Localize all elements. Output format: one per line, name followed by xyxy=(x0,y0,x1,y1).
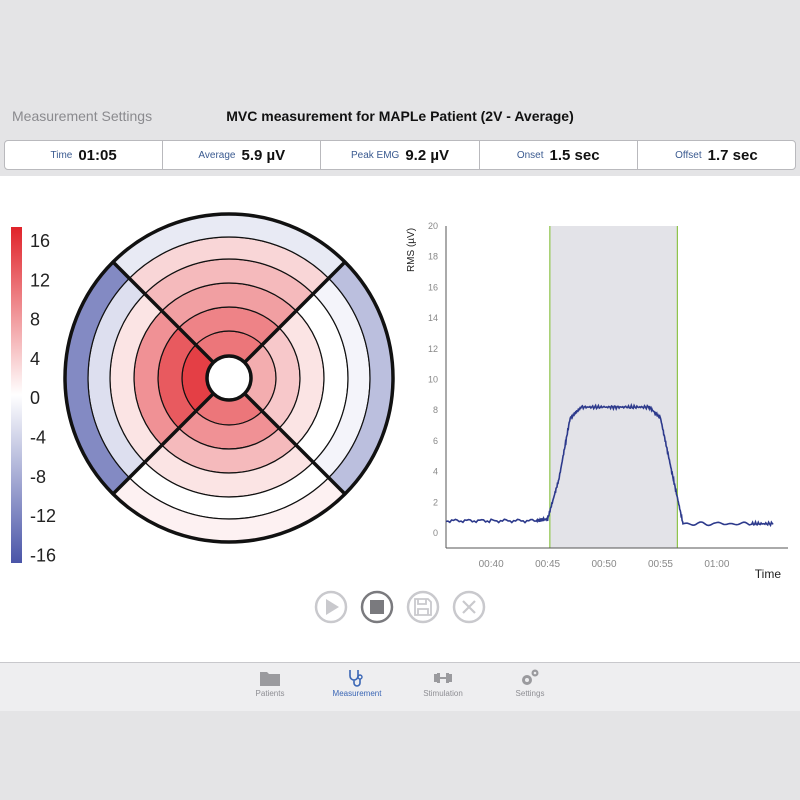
colorbar-tick-label: 16 xyxy=(30,231,50,251)
bullseye-center xyxy=(205,354,253,402)
colorbar-tick-label: -12 xyxy=(30,506,56,526)
stat-offset: Offset 1.7 sec xyxy=(638,141,795,169)
tab-patients[interactable]: Patients xyxy=(230,669,310,698)
close-icon-glyph xyxy=(462,600,476,614)
close-icon xyxy=(452,590,486,624)
stat-label: Average xyxy=(198,149,236,161)
stat-label: Peak EMG xyxy=(350,149,400,161)
measurement-canvas: 16 12 8 4 0 -4 -8 -12 -16 0 2 4 6 8 10 12 14 16 18 20 00:4… xyxy=(11,212,788,624)
tab-label: Settings xyxy=(515,689,545,698)
x-tick-label: 00:45 xyxy=(535,559,560,570)
y-tick-label: 18 xyxy=(428,252,438,262)
rms-series-line xyxy=(446,402,774,528)
gears-icon xyxy=(522,669,539,685)
play-icon xyxy=(314,590,348,624)
stop-icon xyxy=(360,590,394,624)
x-axis-label: Time xyxy=(755,567,782,581)
onset-offset-region xyxy=(549,226,678,548)
y-tick-label: 8 xyxy=(433,405,438,415)
stop-icon-glyph xyxy=(370,600,384,614)
measurement-content: 16 12 8 4 0 -4 -8 -12 -16 0 2 4 6 8 10 12 14 16 18 20 00:4… xyxy=(0,176,800,662)
y-tick-label: 10 xyxy=(428,375,438,385)
save-icon xyxy=(406,590,440,624)
page-title: MVC measurement for MAPLe Patient (2V - … xyxy=(226,108,574,124)
tab-settings[interactable]: Settings xyxy=(490,669,570,698)
colorbar-tick-label: 0 xyxy=(30,388,40,408)
bullseye-divider xyxy=(243,392,347,496)
stop-button[interactable] xyxy=(360,590,394,624)
navigation-bar: Measurement Settings MVC measurement for… xyxy=(0,0,800,140)
stat-value: 9.2 µV xyxy=(405,146,450,164)
colorbar-tick-label: 8 xyxy=(30,310,40,330)
dumbbell-icon xyxy=(434,673,452,683)
stat-onset: Onset 1.5 sec xyxy=(480,141,638,169)
y-tick-label: 20 xyxy=(428,221,438,231)
bullseye-divider xyxy=(243,260,347,364)
tab-label: Patients xyxy=(255,689,285,698)
play-icon-glyph xyxy=(326,599,339,615)
stats-bar: Time 01:05 Average 5.9 µV Peak EMG 9.2 µ… xyxy=(4,140,796,170)
rms-chart: 0 2 4 6 8 10 12 14 16 18 20 00:40 00:45 00:50 00:55 01… xyxy=(406,221,788,581)
stat-value: 01:05 xyxy=(78,146,117,164)
y-tick-label: 16 xyxy=(428,282,438,292)
tab-stimulation[interactable]: Stimulation xyxy=(403,669,483,698)
colorbar-tick-label: -8 xyxy=(30,467,46,487)
back-to-measurement-settings[interactable]: Measurement Settings xyxy=(12,108,153,124)
colorbar-tick-label: -4 xyxy=(30,428,46,448)
stat-value: 5.9 µV xyxy=(241,146,286,164)
stat-label: Onset xyxy=(516,149,544,161)
stat-value: 1.7 sec xyxy=(707,146,758,164)
colorbar-tick-label: 4 xyxy=(30,349,40,369)
x-tick-label: 01:00 xyxy=(704,559,729,570)
stat-label: Offset xyxy=(675,149,702,161)
playback-controls xyxy=(314,590,486,624)
colorbar-gradient xyxy=(11,227,22,563)
tab-label: Measurement xyxy=(332,689,382,698)
y-tick-label: 0 xyxy=(433,528,438,538)
stethoscope-icon xyxy=(349,670,363,687)
colorbar-tick-label: -16 xyxy=(30,545,56,565)
y-axis-label: RMS (µV) xyxy=(406,228,417,272)
colorbar-tick-label: 12 xyxy=(30,270,50,290)
bullseye-outer-ring xyxy=(63,212,395,544)
stat-label: Time xyxy=(50,149,73,161)
tab-label: Stimulation xyxy=(423,689,463,698)
x-tick-label: 00:40 xyxy=(479,559,504,570)
folder-icon xyxy=(260,672,280,686)
stat-value: 1.5 sec xyxy=(549,146,600,164)
x-tick-label: 00:50 xyxy=(592,559,617,570)
y-tick-label: 2 xyxy=(433,497,438,507)
play-button[interactable] xyxy=(314,590,348,624)
save-button[interactable] xyxy=(406,590,440,624)
discard-button[interactable] xyxy=(452,590,486,624)
tab-measurement[interactable]: Measurement xyxy=(317,669,397,698)
colorbar: 16 12 8 4 0 -4 -8 -12 -16 xyxy=(11,227,56,565)
stat-average: Average 5.9 µV xyxy=(163,141,322,169)
bullseye-divider xyxy=(111,260,215,364)
y-tick-label: 6 xyxy=(433,436,438,446)
tab-bar: Patients Measurement Stimulation Setting… xyxy=(0,662,800,711)
x-tick-label: 00:55 xyxy=(648,559,673,570)
y-tick-label: 14 xyxy=(428,313,438,323)
bullseye-divider xyxy=(111,392,215,496)
stat-time: Time 01:05 xyxy=(5,141,164,169)
stat-peak-emg: Peak EMG 9.2 µV xyxy=(321,141,480,169)
y-tick-label: 12 xyxy=(428,344,438,354)
bullseye-heatmap xyxy=(63,212,395,544)
save-icon-glyph xyxy=(414,598,432,616)
y-tick-label: 4 xyxy=(433,467,438,477)
